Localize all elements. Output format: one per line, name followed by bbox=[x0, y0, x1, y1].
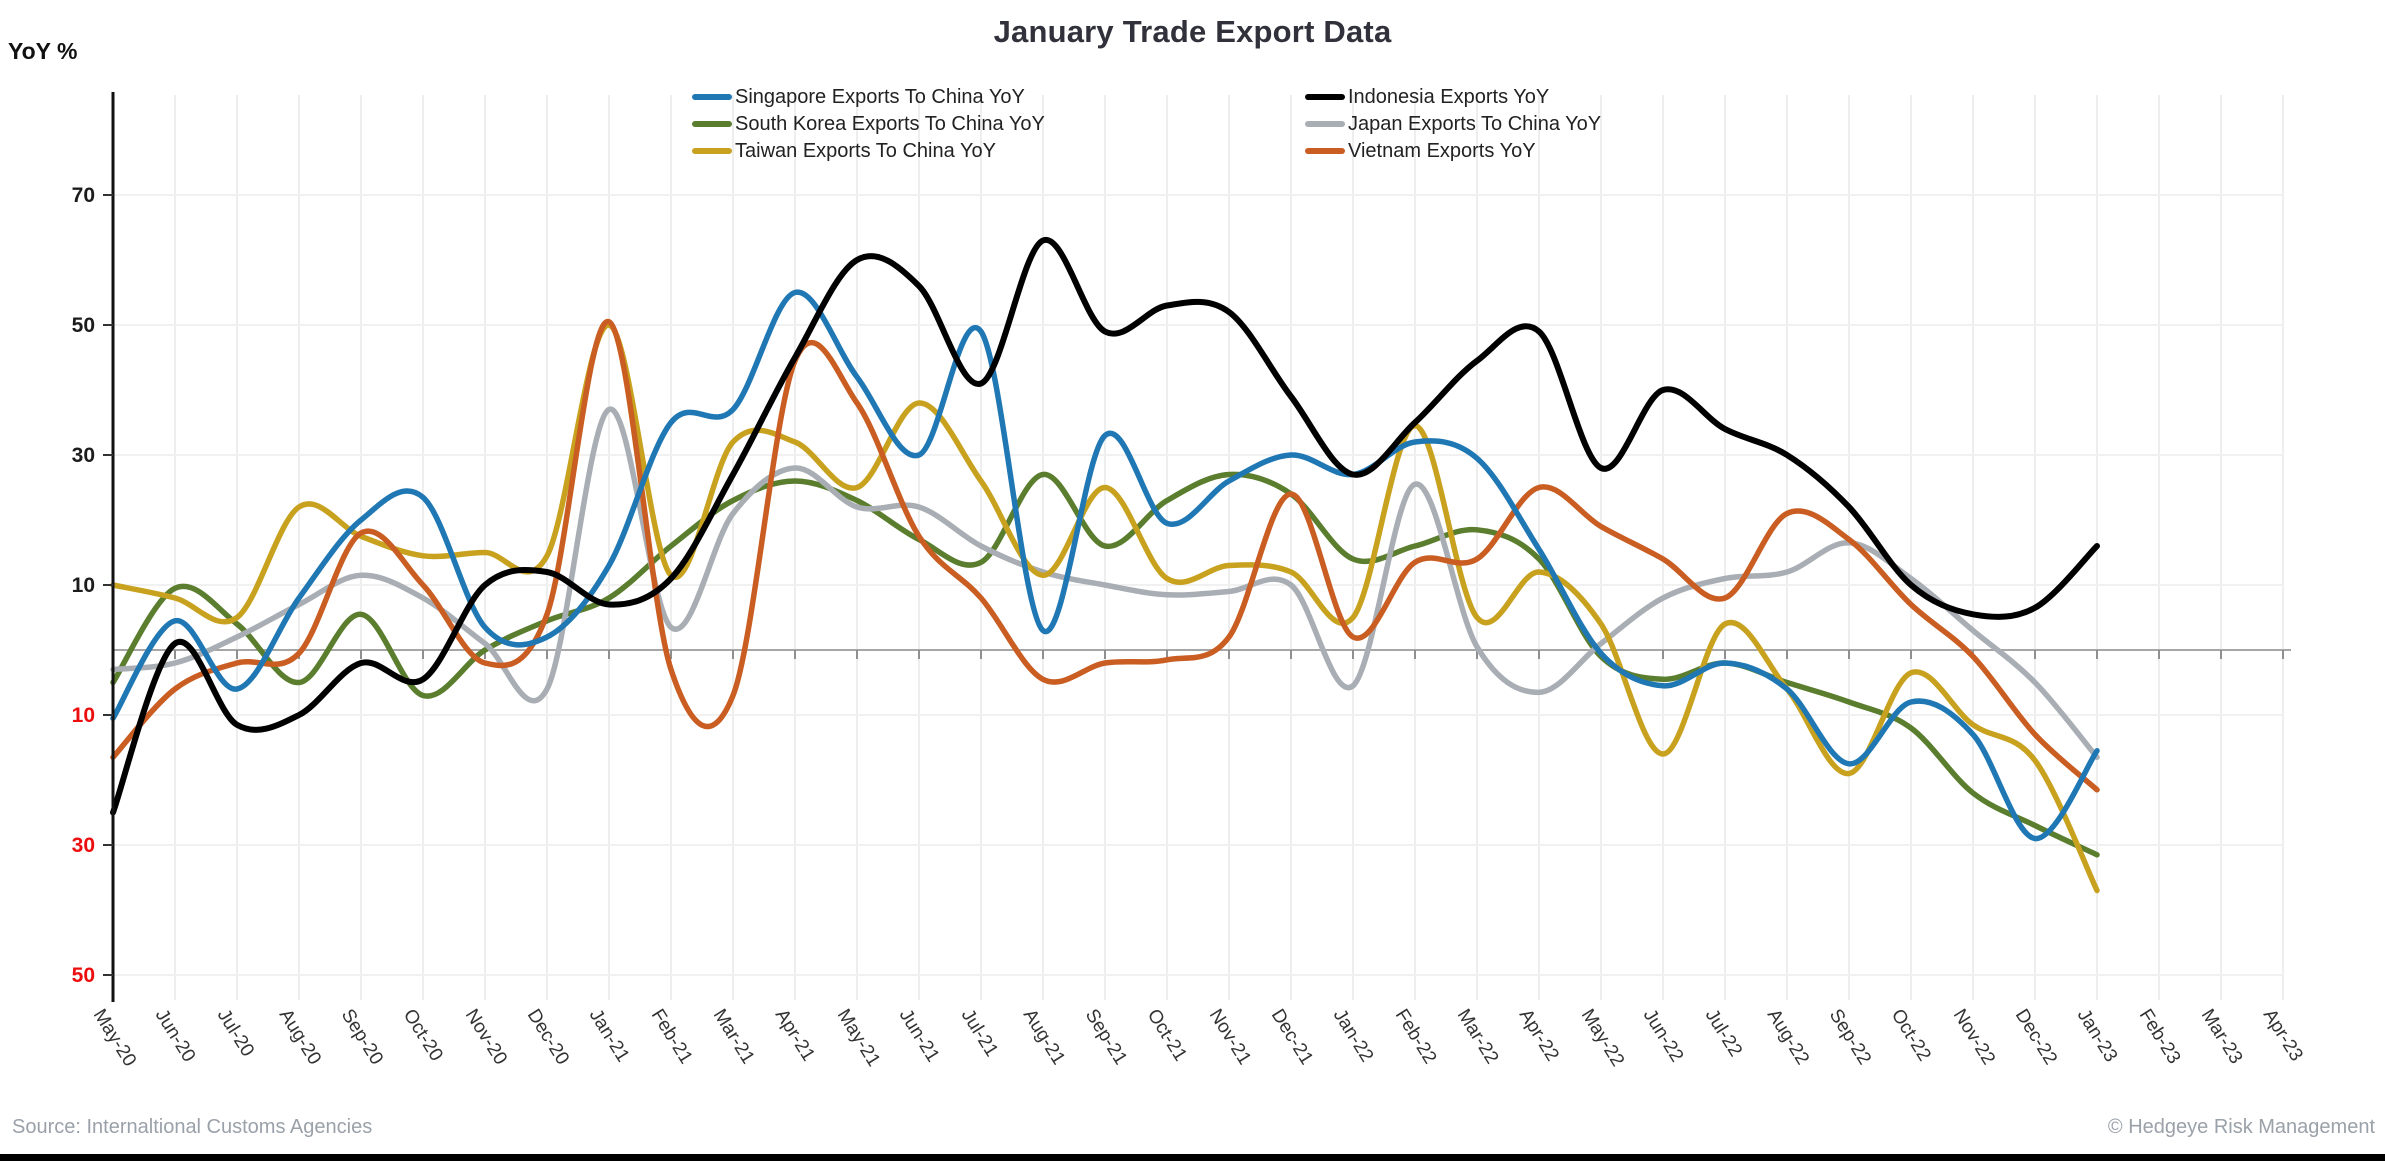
x-axis-label: Feb-23 bbox=[2135, 1006, 2185, 1068]
legend-item-south-korea-exports-to-china: South Korea Exports To China YoY bbox=[692, 113, 1045, 135]
y-axis-label: 30 bbox=[72, 444, 95, 467]
x-axis-label: Nov-20 bbox=[461, 1006, 511, 1069]
x-axis-label: Mar-23 bbox=[2197, 1006, 2247, 1068]
x-axis-label: Feb-21 bbox=[647, 1006, 697, 1068]
x-axis-label: Jul-22 bbox=[1701, 1006, 1746, 1061]
x-axis-label: May-21 bbox=[833, 1006, 884, 1071]
y-axis-title: YoY % bbox=[8, 38, 78, 64]
x-axis-label: Oct-21 bbox=[1143, 1006, 1191, 1065]
x-axis-label: Dec-20 bbox=[523, 1006, 573, 1069]
series-line-japan-exports-to-china bbox=[110, 406, 2100, 761]
page-title: January Trade Export Data bbox=[993, 14, 1392, 49]
copyright-note: © Hedgeye Risk Management bbox=[2107, 1116, 2375, 1138]
series-line-taiwan-exports-to-china bbox=[110, 322, 2100, 894]
x-axis-label: Oct-22 bbox=[1887, 1006, 1935, 1065]
legend-line-icon bbox=[1305, 148, 1345, 154]
x-axis-label: Jun-22 bbox=[1639, 1006, 1688, 1066]
bottom-divider-bar bbox=[0, 1154, 2385, 1161]
x-axis-label: Mar-22 bbox=[1453, 1006, 1503, 1068]
x-axis-label: Dec-22 bbox=[2011, 1006, 2061, 1069]
x-axis-label: Jul-20 bbox=[213, 1006, 258, 1061]
x-axis-label: Nov-22 bbox=[1949, 1006, 1999, 1069]
x-axis-label: Apr-22 bbox=[1515, 1006, 1563, 1065]
source-note: Source: Internaltional Customs Agencies bbox=[12, 1116, 373, 1138]
x-axis-label: Sep-20 bbox=[337, 1006, 387, 1069]
y-axis-label: 10 bbox=[72, 704, 95, 727]
legend-label: Japan Exports To China YoY bbox=[1348, 112, 1602, 135]
legend-line-icon bbox=[692, 94, 732, 100]
series-line-singapore-exports-to-china bbox=[110, 289, 2100, 842]
x-axis-label: Oct-20 bbox=[399, 1006, 447, 1065]
x-axis-label: Jul-21 bbox=[957, 1006, 1002, 1061]
legend-line-icon bbox=[692, 148, 732, 154]
legend-label: Indonesia Exports YoY bbox=[1348, 85, 1550, 108]
x-axis-label: Dec-21 bbox=[1267, 1006, 1317, 1069]
y-axis-label: 10 bbox=[72, 574, 95, 597]
x-axis-label: Jan-21 bbox=[585, 1006, 634, 1066]
x-axis-label: Apr-21 bbox=[771, 1006, 819, 1065]
x-axis-label: Sep-22 bbox=[1825, 1006, 1875, 1069]
x-axis-label: Aug-20 bbox=[275, 1006, 325, 1069]
y-axis-label: 30 bbox=[72, 834, 95, 857]
x-axis-label: Mar-21 bbox=[709, 1006, 759, 1068]
x-axis-label: Aug-21 bbox=[1019, 1006, 1069, 1069]
legend-item-indonesia-exports: Indonesia Exports YoY bbox=[1305, 86, 1549, 108]
legend-item-taiwan-exports-to-china: Taiwan Exports To China YoY bbox=[692, 140, 996, 162]
legend-item-japan-exports-to-china: Japan Exports To China YoY bbox=[1305, 113, 1601, 135]
legend-item-singapore-exports-to-china: Singapore Exports To China YoY bbox=[692, 86, 1025, 108]
y-axis-label: 50 bbox=[72, 314, 95, 337]
x-axis-label: Apr-23 bbox=[2259, 1006, 2307, 1065]
x-axis-label: May-20 bbox=[89, 1006, 140, 1071]
legend-label: Singapore Exports To China YoY bbox=[735, 85, 1025, 108]
x-axis-label: Sep-21 bbox=[1081, 1006, 1131, 1069]
x-axis-label: May-22 bbox=[1577, 1006, 1628, 1071]
legend-label: Taiwan Exports To China YoY bbox=[735, 139, 996, 162]
x-axis-label: Jan-22 bbox=[1329, 1006, 1378, 1066]
series-line-vietnam-exports bbox=[110, 319, 2100, 793]
series-line-indonesia-exports bbox=[110, 237, 2100, 816]
y-axis-label: 70 bbox=[72, 184, 95, 207]
legend-item-vietnam-exports: Vietnam Exports YoY bbox=[1305, 140, 1536, 162]
legend-line-icon bbox=[1305, 121, 1345, 127]
x-axis-label: Feb-22 bbox=[1391, 1006, 1441, 1068]
x-axis-label: Aug-22 bbox=[1763, 1006, 1813, 1069]
x-axis-label: Nov-21 bbox=[1205, 1006, 1255, 1069]
y-axis-label: 50 bbox=[72, 964, 95, 987]
x-axis-label: Jun-20 bbox=[151, 1006, 200, 1066]
legend-label: South Korea Exports To China YoY bbox=[735, 112, 1045, 135]
x-axis-label: Jan-23 bbox=[2073, 1006, 2122, 1066]
legend-label: Vietnam Exports YoY bbox=[1348, 139, 1536, 162]
legend-line-icon bbox=[1305, 94, 1345, 100]
legend-line-icon bbox=[692, 121, 732, 127]
x-axis-label: Jun-21 bbox=[895, 1006, 944, 1066]
